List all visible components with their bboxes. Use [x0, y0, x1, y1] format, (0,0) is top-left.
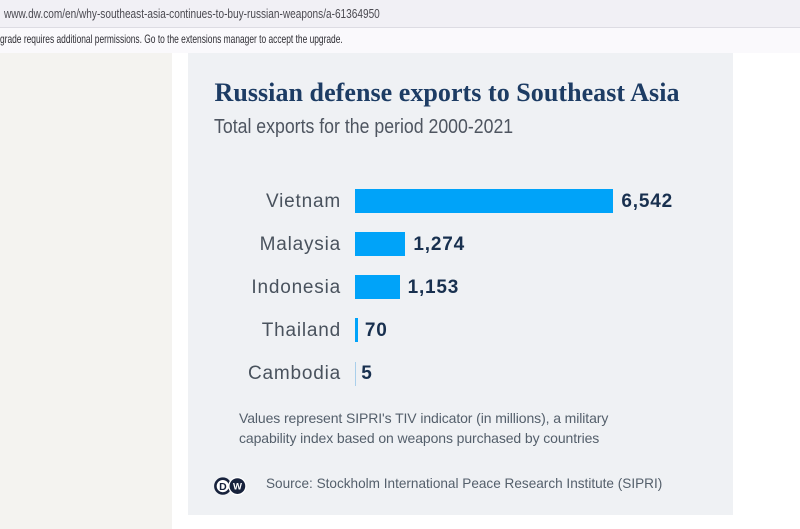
svg-text:D: D	[219, 480, 227, 492]
svg-text:W: W	[233, 481, 242, 492]
